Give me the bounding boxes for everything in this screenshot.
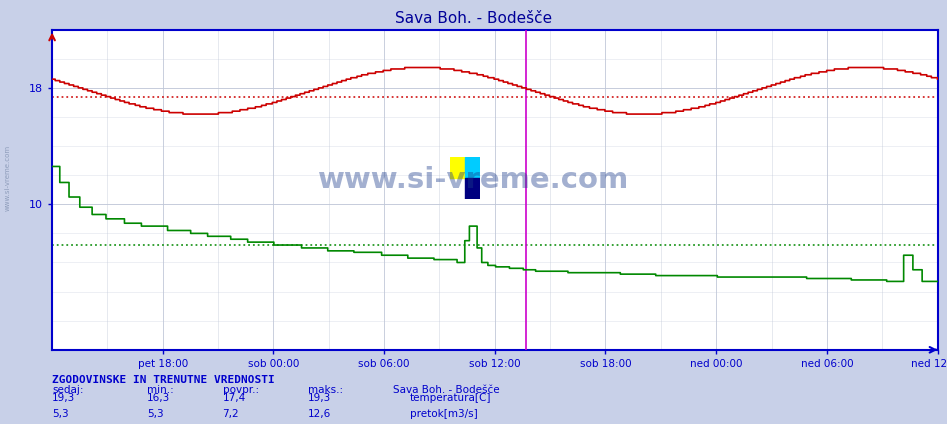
Text: 19,3: 19,3 xyxy=(308,393,331,404)
Text: povpr.:: povpr.: xyxy=(223,385,259,395)
Text: Sava Boh. - Bodešče: Sava Boh. - Bodešče xyxy=(395,11,552,25)
Text: 5,3: 5,3 xyxy=(147,409,164,419)
Text: pretok[m3/s]: pretok[m3/s] xyxy=(410,409,478,419)
Text: www.si-vreme.com: www.si-vreme.com xyxy=(318,166,629,194)
Bar xyxy=(450,157,465,178)
Text: 16,3: 16,3 xyxy=(147,393,170,404)
Text: www.si-vreme.com: www.si-vreme.com xyxy=(5,145,10,211)
Text: 19,3: 19,3 xyxy=(52,393,76,404)
Text: 7,2: 7,2 xyxy=(223,409,240,419)
Text: temperatura[C]: temperatura[C] xyxy=(410,393,491,404)
Text: maks.:: maks.: xyxy=(308,385,343,395)
Text: min.:: min.: xyxy=(147,385,173,395)
Text: 5,3: 5,3 xyxy=(52,409,69,419)
Bar xyxy=(465,157,480,178)
Text: 12,6: 12,6 xyxy=(308,409,331,419)
Text: ZGODOVINSKE IN TRENUTNE VREDNOSTI: ZGODOVINSKE IN TRENUTNE VREDNOSTI xyxy=(52,375,275,385)
Text: sedaj:: sedaj: xyxy=(52,385,83,395)
Bar xyxy=(465,178,480,199)
Text: Sava Boh. - Bodešče: Sava Boh. - Bodešče xyxy=(393,385,500,395)
Text: 17,4: 17,4 xyxy=(223,393,246,404)
